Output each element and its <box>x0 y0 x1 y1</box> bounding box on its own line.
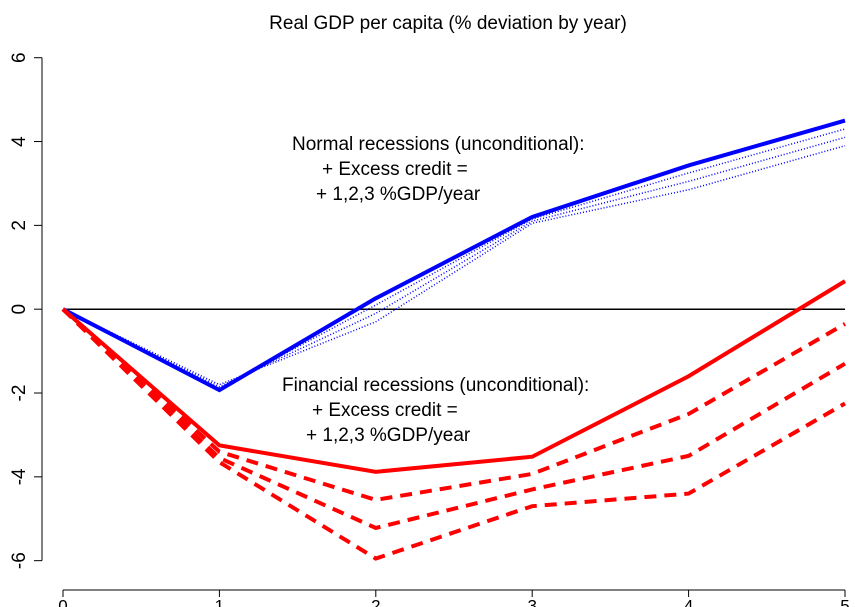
annotation: + 1,2,3 %GDP/year <box>306 425 471 446</box>
x-tick-label: 3 <box>527 596 536 607</box>
annotation: Normal recessions (unconditional): <box>292 134 585 155</box>
x-tick-label: 4 <box>684 596 693 607</box>
y-tick-label: -4 <box>9 468 30 485</box>
x-tick-label: 2 <box>371 596 380 607</box>
series-line <box>61 307 846 561</box>
x-tick-label: 5 <box>840 596 849 607</box>
series-line <box>62 145 846 386</box>
series-line <box>61 307 847 531</box>
series-line <box>62 136 846 388</box>
annotation: + 1,2,3 %GDP/year <box>316 184 481 205</box>
series-line <box>61 307 846 502</box>
x-tick-label: 0 <box>58 596 67 607</box>
x-tick-label: 1 <box>215 596 224 607</box>
y-tick-label: 6 <box>9 52 30 63</box>
annotation: + Excess credit = <box>312 400 458 421</box>
annotation: Financial recessions (unconditional): <box>282 375 589 396</box>
y-tick-label: 2 <box>9 220 30 231</box>
series-line <box>62 118 846 393</box>
series-line <box>61 279 847 474</box>
y-tick-label: -6 <box>9 552 30 569</box>
y-tick-label: 0 <box>9 304 30 315</box>
chart-title: Real GDP per capita (% deviation by year… <box>269 13 627 34</box>
y-tick-label: -2 <box>9 385 30 402</box>
annotation: + Excess credit = <box>322 159 468 180</box>
y-tick-label: 4 <box>9 136 30 147</box>
